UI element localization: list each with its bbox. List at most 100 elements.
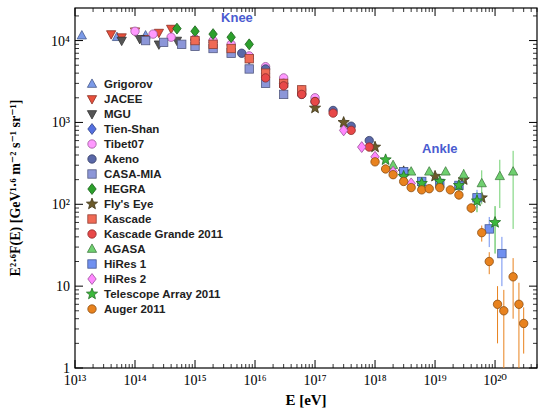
point xyxy=(245,53,253,64)
y-tick xyxy=(529,286,537,287)
point xyxy=(478,228,486,236)
point xyxy=(178,40,186,48)
point xyxy=(298,90,306,98)
point xyxy=(389,170,397,178)
error-bar xyxy=(495,206,496,253)
point xyxy=(500,307,508,315)
legend-label: Akeno xyxy=(104,153,139,165)
point xyxy=(191,26,199,37)
series xyxy=(339,125,415,189)
point xyxy=(130,28,139,36)
error-bar xyxy=(503,290,504,368)
legend-label: HEGRA xyxy=(104,183,146,195)
legend-marker xyxy=(88,274,96,285)
legend-label: Tibet07 xyxy=(104,138,144,150)
legend-label: CASA-MIA xyxy=(104,168,162,180)
point xyxy=(261,74,269,82)
x-tick xyxy=(375,360,376,368)
x-tick xyxy=(195,360,196,368)
series xyxy=(261,74,373,152)
y-tick xyxy=(75,40,83,41)
point xyxy=(209,40,217,48)
y-tick xyxy=(75,204,83,205)
point xyxy=(498,249,506,257)
legend-marker xyxy=(88,184,96,195)
axes: 10¹³10¹⁴10¹⁵10¹⁶10¹⁷10¹⁸10¹⁹10²⁰11010²10… xyxy=(51,8,537,388)
y-tick xyxy=(75,122,83,123)
legend-marker xyxy=(88,124,96,135)
minor-ticks xyxy=(75,8,537,368)
point xyxy=(489,217,500,228)
legend-marker xyxy=(88,230,96,238)
series xyxy=(191,36,306,94)
point xyxy=(453,180,464,191)
series xyxy=(191,35,288,89)
error-bar xyxy=(497,286,498,343)
point xyxy=(141,35,150,43)
point xyxy=(227,44,235,52)
plot-frame xyxy=(75,8,537,368)
x-tick-label: 10¹⁷ xyxy=(303,373,326,388)
legend-marker xyxy=(86,288,97,299)
legend: GrigorovJACEEMGUTien-ShanTibet07AkenoCAS… xyxy=(86,78,223,315)
point xyxy=(191,35,199,46)
point xyxy=(436,183,444,191)
error-bar xyxy=(501,237,502,286)
point xyxy=(493,300,501,308)
x-tick-label: 10²⁰ xyxy=(483,373,507,388)
x-tick-label: 10¹⁹ xyxy=(424,373,447,388)
point xyxy=(485,257,493,265)
point xyxy=(441,167,450,175)
legend-marker xyxy=(88,140,96,148)
chart: 10¹³10¹⁴10¹⁵10¹⁶10¹⁷10¹⁸10¹⁹10²⁰11010²10… xyxy=(0,0,546,411)
point xyxy=(477,178,486,186)
point xyxy=(515,300,523,308)
point xyxy=(495,171,504,179)
point xyxy=(227,32,235,43)
series xyxy=(371,158,528,368)
legend-label: HiRes 1 xyxy=(104,258,147,270)
x-tick xyxy=(195,8,196,16)
point xyxy=(77,31,86,39)
point xyxy=(311,97,319,105)
point xyxy=(141,36,149,44)
legend-label: Kascade xyxy=(104,213,151,225)
x-tick-label: 10¹⁴ xyxy=(123,373,146,388)
point xyxy=(209,29,217,40)
x-tick xyxy=(255,360,256,368)
y-tick xyxy=(529,122,537,123)
x-tick xyxy=(255,8,256,16)
legend-label: Telescope Array 2011 xyxy=(104,288,221,300)
legend-marker xyxy=(88,260,96,268)
point xyxy=(329,109,337,117)
error-bar xyxy=(518,283,519,368)
y-axis-label: E²·⁶F(E) [GeV¹·⁶ m⁻² s⁻¹ sr⁻¹] xyxy=(8,100,24,277)
error-bar xyxy=(523,307,524,353)
x-tick xyxy=(315,360,316,368)
y-tick xyxy=(529,40,537,41)
x-axis-label: E [eV] xyxy=(285,392,326,408)
legend-label: MGU xyxy=(104,108,131,120)
legend-marker xyxy=(88,305,96,313)
point xyxy=(371,158,379,166)
point xyxy=(467,204,475,212)
y-tick-label: 1 xyxy=(63,361,70,376)
legend-marker xyxy=(88,155,96,163)
error-bar xyxy=(499,160,500,208)
series xyxy=(131,27,319,102)
point xyxy=(159,38,167,46)
point xyxy=(279,82,287,90)
point xyxy=(380,154,391,165)
legend-label: Kascade Grande 2011 xyxy=(104,228,224,240)
x-tick xyxy=(315,8,316,16)
series xyxy=(388,151,517,229)
point xyxy=(245,39,253,50)
point xyxy=(519,319,527,327)
point xyxy=(407,183,415,191)
legend-marker xyxy=(87,111,96,119)
legend-marker xyxy=(87,79,96,87)
series xyxy=(380,154,501,254)
series xyxy=(117,35,200,49)
x-tick xyxy=(495,360,496,368)
legend-label: AGASA xyxy=(104,243,146,255)
